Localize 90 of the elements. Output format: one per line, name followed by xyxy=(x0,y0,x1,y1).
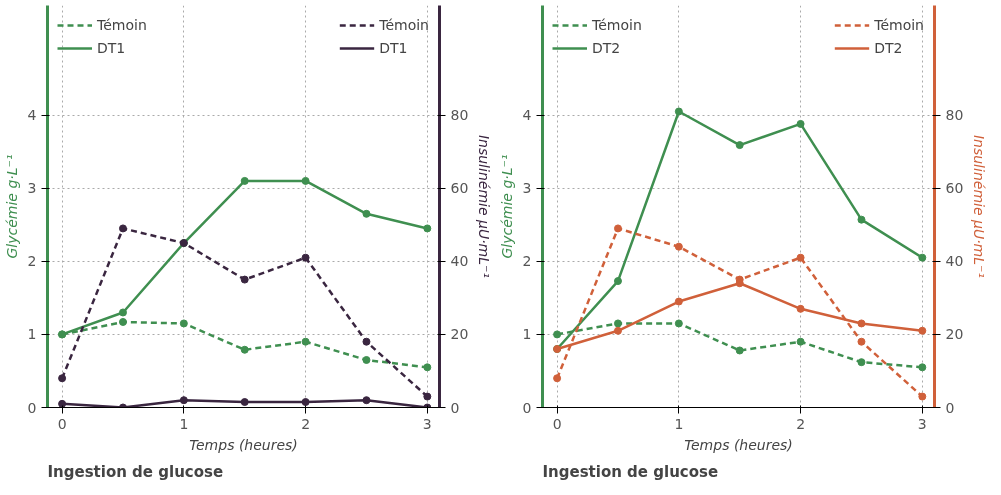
point xyxy=(179,319,188,328)
legend-label: Témoin xyxy=(379,17,429,33)
y2-tick-label: 40 xyxy=(450,253,469,270)
point xyxy=(553,374,562,383)
point xyxy=(118,308,127,317)
y2-axis-title: Insulinémie µU·mL⁻¹ xyxy=(476,134,493,279)
point xyxy=(301,337,310,346)
y2-tick-label: 60 xyxy=(450,180,469,197)
y-tick-label: 0 xyxy=(522,399,532,416)
point xyxy=(118,224,127,233)
point xyxy=(423,224,432,233)
point xyxy=(857,358,866,367)
point xyxy=(918,363,927,372)
point xyxy=(179,396,188,405)
point xyxy=(796,304,805,313)
point xyxy=(857,215,866,224)
point xyxy=(613,277,622,286)
text: Ingestion de glucose xyxy=(47,462,224,481)
legend-label: Témoin xyxy=(592,17,642,33)
point xyxy=(240,176,249,185)
y-tick-label: 4 xyxy=(27,107,37,124)
point xyxy=(735,141,744,150)
y-tick-label: 1 xyxy=(27,326,37,343)
x-tick-label: 1 xyxy=(179,415,189,432)
y-axis-title: Glycémie g·L⁻¹ xyxy=(498,154,515,259)
point xyxy=(118,317,127,326)
point xyxy=(240,345,249,354)
y2-tick-label: 20 xyxy=(450,326,469,343)
point xyxy=(918,253,927,262)
point xyxy=(553,330,562,339)
point xyxy=(918,392,927,401)
y-tick-label: 1 xyxy=(522,326,532,343)
point xyxy=(613,224,622,233)
point xyxy=(796,337,805,346)
point xyxy=(58,399,67,408)
point xyxy=(674,319,683,328)
point xyxy=(857,337,866,346)
y2-axis-title: Insulinémie µU·mL⁻¹ xyxy=(971,134,988,279)
x-tick-label: 3 xyxy=(917,415,927,432)
point xyxy=(613,326,622,335)
x-axis-title: Temps (heures) xyxy=(684,436,793,453)
legend-label: DT2 xyxy=(592,40,621,56)
x-tick-label: 1 xyxy=(674,415,684,432)
legend-label: DT1 xyxy=(97,40,126,56)
y-tick-label: 4 xyxy=(522,107,532,124)
x-tick-label: 0 xyxy=(552,415,562,432)
legend-label: DT2 xyxy=(874,40,903,56)
y-axis-title: Glycémie g·L⁻¹ xyxy=(3,154,20,259)
point xyxy=(362,209,371,218)
x-tick-label: 0 xyxy=(57,415,67,432)
x-axis-title: Temps (heures) xyxy=(189,436,298,453)
y-tick-label: 3 xyxy=(522,180,532,197)
point xyxy=(674,242,683,251)
y-tick-label: 3 xyxy=(27,180,37,197)
point xyxy=(240,398,249,407)
point xyxy=(301,398,310,407)
point xyxy=(918,326,927,335)
point xyxy=(857,319,866,328)
x-tick-label: 3 xyxy=(422,415,432,432)
point xyxy=(674,107,683,116)
y2-tick-label: 0 xyxy=(945,399,955,416)
point xyxy=(735,346,744,355)
point xyxy=(423,363,432,372)
point xyxy=(674,297,683,306)
point xyxy=(423,392,432,401)
point xyxy=(362,396,371,405)
legend-label: Témoin xyxy=(97,17,147,33)
y2-tick-label: 0 xyxy=(450,399,460,416)
y2-tick-label: 20 xyxy=(945,326,964,343)
legend-label: Témoin xyxy=(874,17,924,33)
point xyxy=(301,176,310,185)
point xyxy=(240,275,249,284)
point xyxy=(796,253,805,262)
y-tick-label: 0 xyxy=(27,399,37,416)
y2-tick-label: 60 xyxy=(945,180,964,197)
y2-tick-label: 80 xyxy=(450,107,469,124)
point xyxy=(362,337,371,346)
text: Ingestion de glucose xyxy=(542,462,719,481)
y2-tick-label: 40 xyxy=(945,253,964,270)
x-tick-label: 2 xyxy=(301,415,311,432)
legend-label: DT1 xyxy=(379,40,408,56)
y2-tick-label: 80 xyxy=(945,107,964,124)
point xyxy=(58,374,67,383)
point xyxy=(613,319,622,328)
point xyxy=(301,253,310,262)
y-tick-label: 2 xyxy=(27,253,37,270)
x-tick-label: 2 xyxy=(796,415,806,432)
point xyxy=(362,356,371,364)
point xyxy=(796,119,805,128)
y-tick-label: 2 xyxy=(522,253,532,270)
